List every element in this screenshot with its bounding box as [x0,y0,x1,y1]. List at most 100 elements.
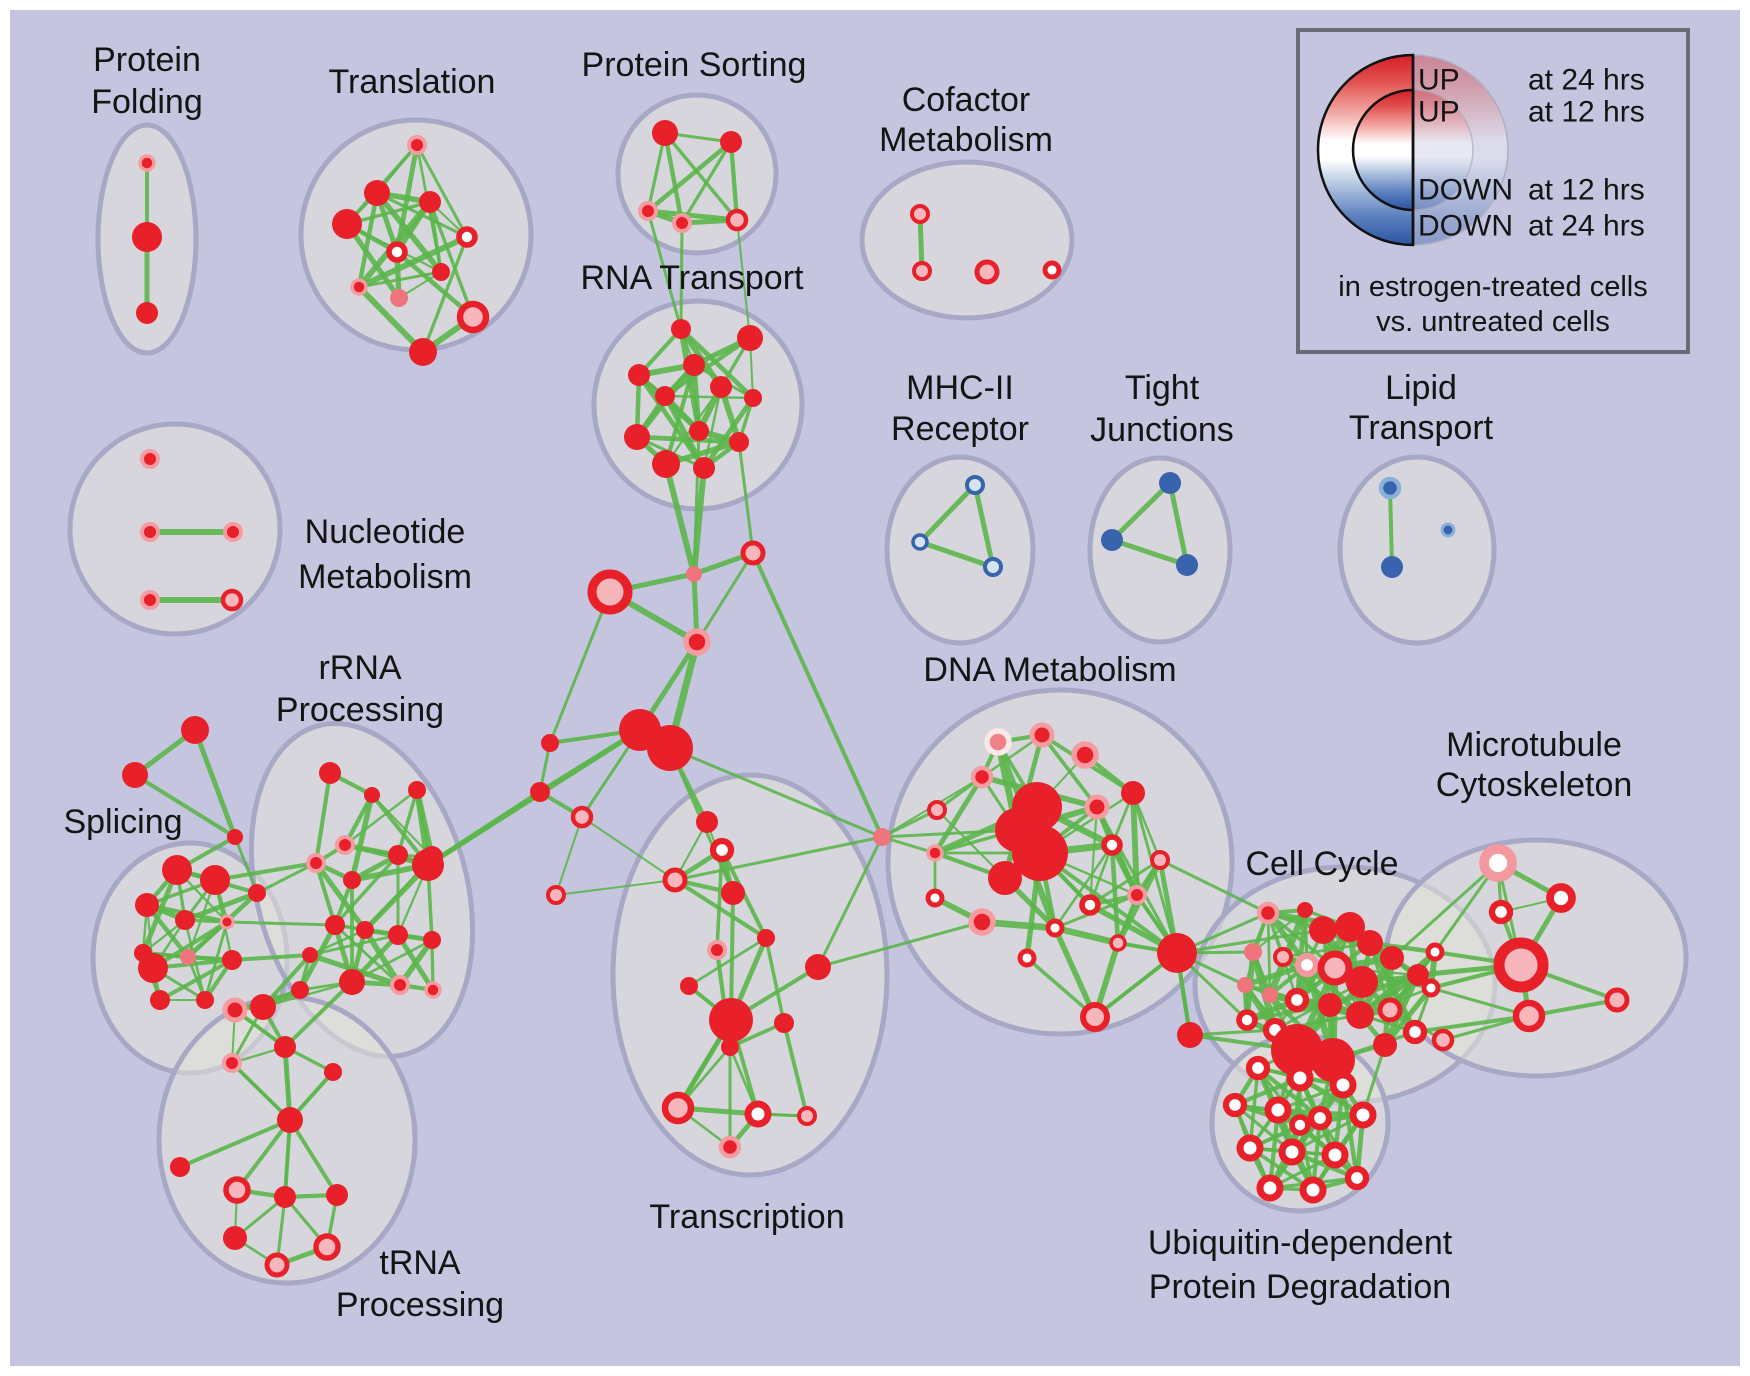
gene-node-transcription [718,1135,742,1159]
gene-node-ubiquitin-degradation [1299,1176,1327,1204]
gene-node-dna-metabolism [1109,934,1127,952]
gene-node-connectors [587,569,633,615]
cluster-label-nucleotide-metabolism: Metabolism [298,558,472,596]
cluster-edge-protein-sorting [663,131,739,222]
backbone-edge [233,835,259,895]
gene-node-splicing [219,914,235,930]
gene-node-transcription [709,998,753,1042]
gene-node-lipid-transport [1440,522,1456,538]
gene-node-cell-cycle [1273,947,1293,967]
gene-node-dna-metabolism [1012,825,1068,881]
cluster-edge-translation [356,234,470,290]
backbone-edge [737,440,755,555]
backbone-edge [663,461,697,577]
gene-node-rrna-processing [306,853,326,873]
gene-node-lipid-transport [1378,476,1402,500]
gene-node-dna-metabolism [927,800,947,820]
legend-time-label: at 12 hrs [1528,174,1645,207]
gene-node-ubiquitin-degradation [1286,1064,1314,1092]
cluster-label-protein-folding: Protein [93,41,201,79]
backbone-edge [880,835,937,855]
gene-node-trna-processing [264,1252,290,1278]
gene-node-transcription [707,940,727,960]
gene-node-rrna-processing [343,871,361,889]
cluster-label-lipid-transport: Transport [1349,409,1494,447]
backbone-edge [225,920,337,927]
cluster-edge-protein-sorting [662,130,685,226]
gene-node-protein-sorting [672,213,692,233]
gene-node-microtubule-cytoskeleton [1493,937,1549,993]
gene-node-splicing [222,950,242,970]
cluster-edge-trna-processing [230,1061,292,1122]
gene-node-splicing [180,949,196,965]
cluster-edge-rrna-processing [349,792,375,883]
gene-node-trna-processing [222,997,248,1023]
backbone-edge [668,746,884,839]
gene-node-ubiquitin-degradation [1236,1134,1264,1162]
cluster-edge-splicing [182,890,260,923]
gene-node-dna-metabolism [1127,885,1147,905]
gene-node-transcription [757,929,775,947]
cluster-label-tight-junctions: Junctions [1090,411,1234,449]
gene-node-dna-metabolism [1071,741,1099,769]
gene-node-transcription [797,1106,817,1126]
gene-node-protein-folding [136,302,158,324]
gene-node-transcription [721,881,745,905]
cluster-edge-translation [415,143,469,239]
cluster-edge-dna-metabolism [1109,842,1121,946]
cluster-label-transcription: Transcription [649,1198,844,1236]
cluster-edge-rrna-processing [308,933,400,957]
cluster-edge-rna-transport [663,394,755,400]
gene-node-connectors [683,628,711,656]
gene-node-cell-cycle [1284,987,1310,1013]
cluster-edge-transcription [687,936,768,988]
gene-node-nucleotide-metabolism [223,522,243,542]
cluster-edge-translation [356,190,380,290]
legend-layer: UP at 24 hrs UP at 12 hrs DOWN at 12 hrs DOWN a… [1296,28,1690,354]
gene-node-ubiquitin-degradation [1349,1101,1377,1129]
backbone-edge [736,219,751,339]
gene-node-cell-cycle [1294,952,1320,978]
cluster-label-protein-folding: Folding [91,83,203,121]
backbone-edge [548,590,612,745]
cluster-edge-mhc-ii-receptor [972,482,996,570]
cluster-ellipse-cofactor-metabolism [859,159,1075,321]
gene-node-rrna-processing [291,981,309,999]
gene-node-cell-cycle [1271,1024,1323,1076]
gene-node-transcription [696,811,718,833]
gene-node-dna-metabolism [988,861,1022,895]
gene-node-cell-cycle [1373,1033,1397,1057]
gene-node-cell-cycle [1262,987,1278,1003]
cluster-edge-rna-transport [701,395,756,471]
cluster-label-mhc-ii-receptor: MHC-II [906,369,1014,407]
gene-node-splicing [150,990,170,1010]
gene-node-translation [332,209,362,239]
gene-node-cell-cycle [1377,997,1403,1023]
gene-node-microtubule-cytoskeleton [1546,883,1576,913]
gene-node-dna-metabolism [926,844,944,862]
backbone-edge [133,773,237,839]
cluster-label-layer: Protein Folding Translation Protein Sorting… [63,41,1632,1324]
gene-node-connectors [122,762,148,788]
gene-node-translation [419,191,441,213]
cluster-edge-translation [357,270,443,289]
gene-node-rrna-processing [250,994,276,1020]
gene-node-tight-junctions [1176,554,1198,576]
gene-node-rna-transport [655,386,675,406]
gene-node-transcription [873,828,891,846]
gene-node-microtubule-cytoskeleton [1604,987,1630,1013]
cluster-label-trna-processing: tRNA [379,1244,461,1282]
backbone-edge [1429,986,1531,1018]
gene-node-dna-metabolism [925,888,945,908]
gene-node-dna-metabolism [968,908,996,936]
gene-node-protein-sorting [652,120,678,146]
gene-node-ubiquitin-degradation [1278,1138,1306,1166]
cluster-label-splicing: Splicing [63,803,182,841]
gene-node-dna-metabolism [1150,850,1170,870]
cluster-edge-protein-sorting [680,140,733,225]
backbone-edge [555,816,583,896]
gene-node-rna-transport [683,354,705,376]
gene-node-cell-cycle [1236,1009,1258,1031]
gene-node-nucleotide-metabolism [140,522,160,542]
